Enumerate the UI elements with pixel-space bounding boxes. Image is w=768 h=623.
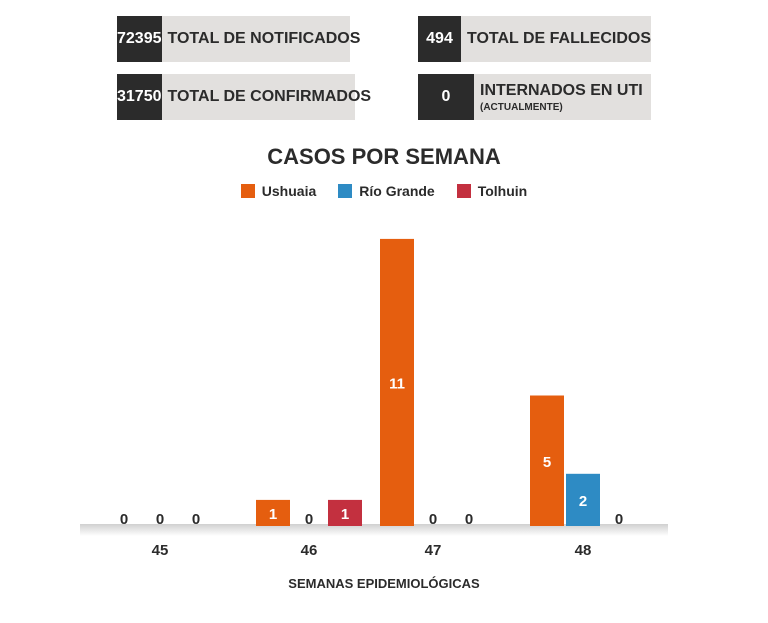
- legend-swatch-rio-grande: [338, 184, 353, 198]
- x-tick-label-46: 46: [301, 542, 318, 559]
- stat-label: INTERNADOS EN UTI: [480, 81, 643, 99]
- chart-title: CASOS POR SEMANA: [267, 144, 501, 169]
- legend-item-tolhuin: Tolhuin: [456, 183, 528, 199]
- x-tick-label-45: 45: [152, 542, 169, 559]
- stat-sublabel: (ACTUALMENTE): [480, 101, 563, 113]
- legend-label: Tolhuin: [477, 183, 528, 199]
- data-label-ushuaia-week-46: 1: [269, 506, 277, 523]
- data-label-tolhuin-week-46: 1: [341, 506, 349, 523]
- data-label-rio-grande-week-47: 0: [429, 511, 437, 528]
- x-tick-label-48: 48: [575, 542, 592, 559]
- bar-ushuaia-week-46: [256, 499, 290, 526]
- legend-swatch-ushuaia: [240, 184, 255, 198]
- data-label-rio-grande-week-45: 0: [156, 511, 164, 528]
- stat-label: TOTAL DE NOTIFICADOS: [167, 30, 361, 47]
- stat-total-notificados: 72395 TOTAL DE NOTIFICADOS: [117, 16, 360, 62]
- bar-ushuaia-week-48: [530, 395, 564, 526]
- chart-legend: Ushuaia Río Grande Tolhuin: [0, 183, 768, 199]
- stat-total-fallecidos: 494 TOTAL DE FALLECIDOS: [418, 16, 651, 62]
- data-label-tolhuin-week-48: 0: [615, 511, 623, 528]
- data-label-rio-grande-week-48: 2: [579, 493, 587, 510]
- stat-internados-uti: 0 INTERNADOS EN UTI (ACTUALMENTE): [418, 74, 651, 120]
- stat-total-confirmados: 31750 TOTAL DE CONFIRMADOS: [117, 74, 371, 120]
- legend-swatch-tolhuin: [456, 184, 471, 198]
- stat-label: TOTAL DE FALLECIDOS: [466, 30, 651, 47]
- stat-value: 0: [418, 74, 474, 120]
- stat-value: 72395: [117, 16, 162, 62]
- bar-tolhuin-week-46: [328, 499, 362, 526]
- bar-rio-grande-week-48: [566, 473, 600, 526]
- x-tick-label-47: 47: [425, 542, 442, 559]
- legend-label: Río Grande: [359, 183, 435, 199]
- data-label-ushuaia-week-47: 11: [389, 375, 405, 392]
- legend-item-ushuaia: Ushuaia: [240, 183, 317, 199]
- data-label-tolhuin-week-47: 0: [465, 511, 473, 528]
- stat-value: 494: [418, 16, 461, 62]
- x-axis-title: SEMANAS EPIDEMIOLÓGICAS: [288, 576, 480, 591]
- legend-label: Ushuaia: [261, 183, 317, 199]
- data-label-tolhuin-week-45: 0: [192, 511, 200, 528]
- data-label-ushuaia-week-48: 5: [543, 454, 551, 471]
- stat-label: TOTAL DE CONFIRMADOS: [167, 88, 372, 105]
- data-label-ushuaia-week-45: 0: [120, 511, 128, 528]
- bar-ushuaia-week-47: [380, 238, 414, 526]
- data-label-rio-grande-week-46: 0: [305, 511, 313, 528]
- stat-value: 31750: [117, 74, 162, 120]
- chart-baseline: [80, 524, 668, 536]
- legend-item-rio-grande: Río Grande: [338, 183, 435, 199]
